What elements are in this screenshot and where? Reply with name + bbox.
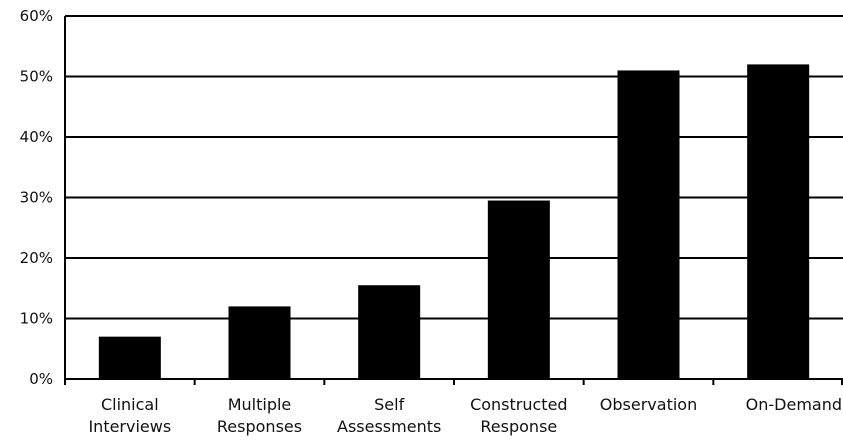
x-category-label-line: Multiple	[228, 395, 292, 414]
x-category-label-line: Constructed	[470, 395, 568, 414]
bar	[358, 285, 421, 379]
y-tick-label: 40%	[20, 128, 53, 146]
x-category-label-line: Observation	[600, 395, 697, 414]
y-tick-label: 20%	[20, 249, 53, 267]
x-category-label: Observation	[600, 395, 697, 414]
x-category-label: Constructed Response	[470, 395, 568, 436]
x-category-label-line: Clinical	[101, 395, 159, 414]
y-tick-label: 50%	[20, 68, 53, 86]
x-category-label-line: Response	[480, 417, 557, 436]
y-tick-label: 60%	[20, 7, 53, 25]
y-tick-label: 30%	[20, 189, 53, 207]
x-category-label: Clinical Interviews	[88, 395, 171, 436]
bars	[98, 64, 810, 380]
y-tick-labels: 0% 10% 20% 30% 40% 50% 60%	[20, 7, 53, 388]
bar	[747, 64, 810, 380]
bar	[487, 200, 550, 379]
bar	[228, 306, 291, 379]
x-category-label: On-Demand	[746, 395, 842, 414]
bar	[98, 336, 161, 379]
x-category-label: Self Assessments	[337, 395, 441, 436]
axes	[64, 16, 843, 385]
bar	[617, 70, 680, 379]
x-category-label-line: Interviews	[88, 417, 171, 436]
x-category-label: Multiple Responses	[217, 395, 302, 436]
x-category-label-line: Assessments	[337, 417, 441, 436]
x-category-labels: Clinical Interviews Multiple Responses Self A…	[88, 395, 842, 436]
x-category-label-line: Responses	[217, 417, 302, 436]
y-tick-label: 0%	[29, 370, 53, 388]
x-category-label-line: Self	[374, 395, 404, 414]
y-tick-label: 10%	[20, 310, 53, 328]
gridlines	[65, 15, 843, 320]
x-category-label-line: On-Demand	[746, 395, 842, 414]
